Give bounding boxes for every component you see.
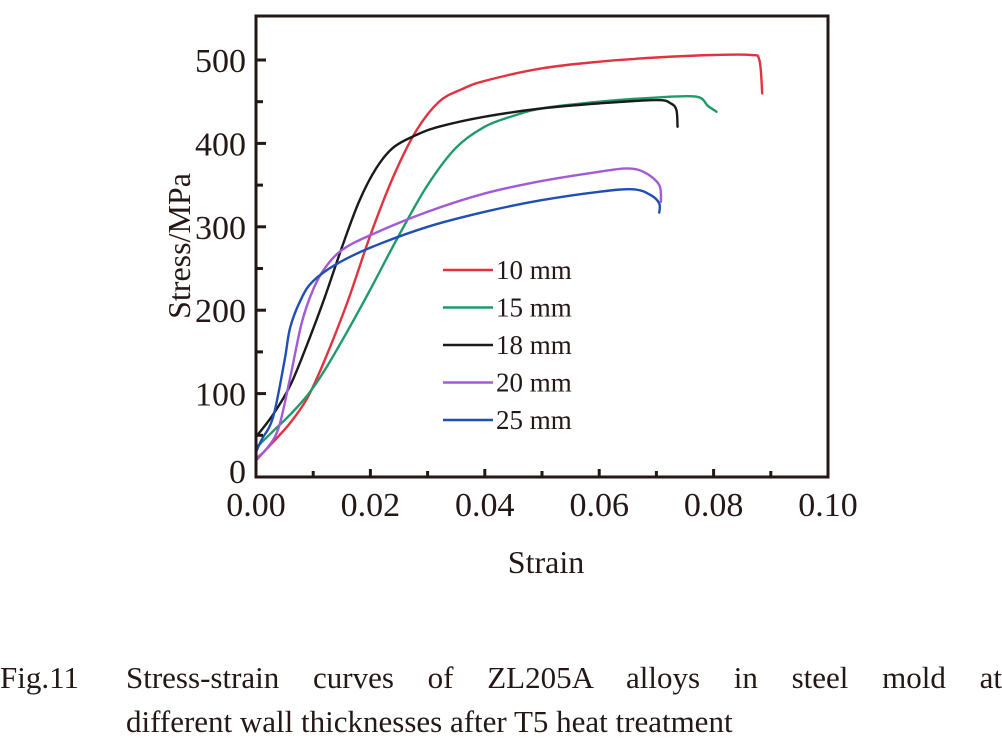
legend-label: 18 mm — [496, 330, 572, 360]
legend-label: 15 mm — [496, 293, 572, 323]
legend-item: 15 mm — [443, 293, 572, 323]
legend-item: 10 mm — [443, 255, 572, 285]
y-tick-label: 400 — [195, 126, 246, 163]
legend: 10 mm 15 mm 18 mm 20 mm 25 mm — [443, 255, 572, 435]
x-tick-label: 0.02 — [341, 487, 401, 524]
y-tick-label: 0 — [229, 454, 246, 491]
x-tick-label: 0.00 — [226, 487, 286, 524]
y-tick-label: 200 — [195, 293, 246, 330]
series-line-18-mm — [254, 98, 679, 439]
legend-label: 10 mm — [496, 255, 572, 285]
series-line-20-mm — [254, 167, 663, 460]
y-tick-label: 100 — [195, 377, 246, 414]
y-axis-title: Stress/MPa — [161, 173, 197, 319]
stress-strain-chart: 0.00 0.02 0.04 0.06 0.08 0.10 0 100 200 300 400 500… — [161, 14, 858, 580]
legend-item: 25 mm — [443, 405, 572, 435]
series-line-10-mm — [254, 53, 764, 462]
axis-ticks — [256, 58, 773, 477]
legend-item: 20 mm — [443, 368, 572, 398]
y-tick-label: 300 — [195, 210, 246, 247]
figure-number: Fig.11 — [0, 660, 79, 695]
curves-layer — [254, 53, 764, 462]
caption-line-2: different wall thicknesses after T5 heat… — [126, 704, 733, 739]
x-tick-label: 0.04 — [455, 487, 515, 524]
y-tick-label: 500 — [195, 43, 246, 80]
legend-item: 18 mm — [443, 330, 572, 360]
series-line-15-mm — [254, 94, 718, 450]
x-tick-label: 0.10 — [798, 487, 858, 524]
tick-labels: 0.00 0.02 0.04 0.06 0.08 0.10 0 100 200 300 400 500 — [195, 43, 858, 524]
figure-caption: Fig.11 Stress-strain curves of ZL205A al… — [0, 656, 1002, 700]
caption-line-1: Stress-strain curves of ZL205A alloys in… — [126, 660, 1002, 695]
legend-label: 25 mm — [496, 405, 572, 435]
x-tick-label: 0.08 — [684, 487, 744, 524]
legend-label: 20 mm — [496, 368, 572, 398]
x-tick-label: 0.06 — [569, 487, 629, 524]
x-axis-title: Strain — [508, 544, 584, 580]
series-line-25-mm — [254, 187, 662, 454]
